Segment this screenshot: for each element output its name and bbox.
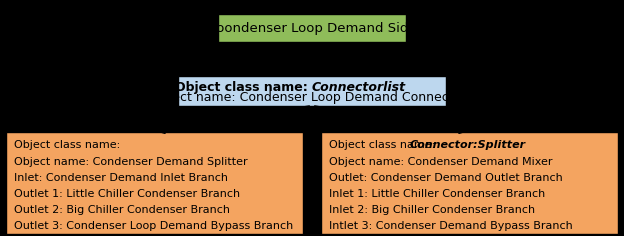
FancyBboxPatch shape bbox=[178, 76, 446, 106]
FancyBboxPatch shape bbox=[321, 132, 618, 234]
Text: Connector:Splitter: Connector:Splitter bbox=[410, 140, 526, 150]
FancyBboxPatch shape bbox=[218, 14, 406, 42]
Text: Outlet 2: Big Chiller Condenser Branch: Outlet 2: Big Chiller Condenser Branch bbox=[14, 205, 230, 215]
Text: Outlet 1: Little Chiller Condenser Branch: Outlet 1: Little Chiller Condenser Branc… bbox=[14, 189, 240, 199]
Text: Outlet 3: Condenser Loop Demand Bypass Branch: Outlet 3: Condenser Loop Demand Bypass B… bbox=[14, 221, 293, 231]
FancyBboxPatch shape bbox=[6, 132, 303, 234]
Text: Connectorlist: Connectorlist bbox=[312, 80, 406, 93]
Text: Object class name:: Object class name: bbox=[175, 80, 312, 93]
Text: Intlet 3: Condenser Demand Bypass Branch: Intlet 3: Condenser Demand Bypass Branch bbox=[329, 221, 573, 231]
Text: Object class name:: Object class name: bbox=[329, 140, 439, 150]
Text: Object name: Condenser Loop Demand Connectors: Object name: Condenser Loop Demand Conne… bbox=[151, 91, 473, 104]
Text: Object class name:: Object class name: bbox=[14, 140, 124, 150]
Text: Inlet 1: Little Chiller Condenser Branch: Inlet 1: Little Chiller Condenser Branch bbox=[329, 189, 545, 199]
Text: Inlet 2: Big Chiller Condenser Branch: Inlet 2: Big Chiller Condenser Branch bbox=[329, 205, 535, 215]
Text: Coondenser Loop Demand Side: Coondenser Loop Demand Side bbox=[207, 22, 417, 35]
Text: Object name: Condenser Demand Mixer: Object name: Condenser Demand Mixer bbox=[329, 156, 552, 167]
Text: Inlet: Condenser Demand Inlet Branch: Inlet: Condenser Demand Inlet Branch bbox=[14, 173, 228, 183]
Text: Object name: Condenser Demand Splitter: Object name: Condenser Demand Splitter bbox=[14, 156, 247, 167]
Text: Outlet: Condenser Demand Outlet Branch: Outlet: Condenser Demand Outlet Branch bbox=[329, 173, 563, 183]
